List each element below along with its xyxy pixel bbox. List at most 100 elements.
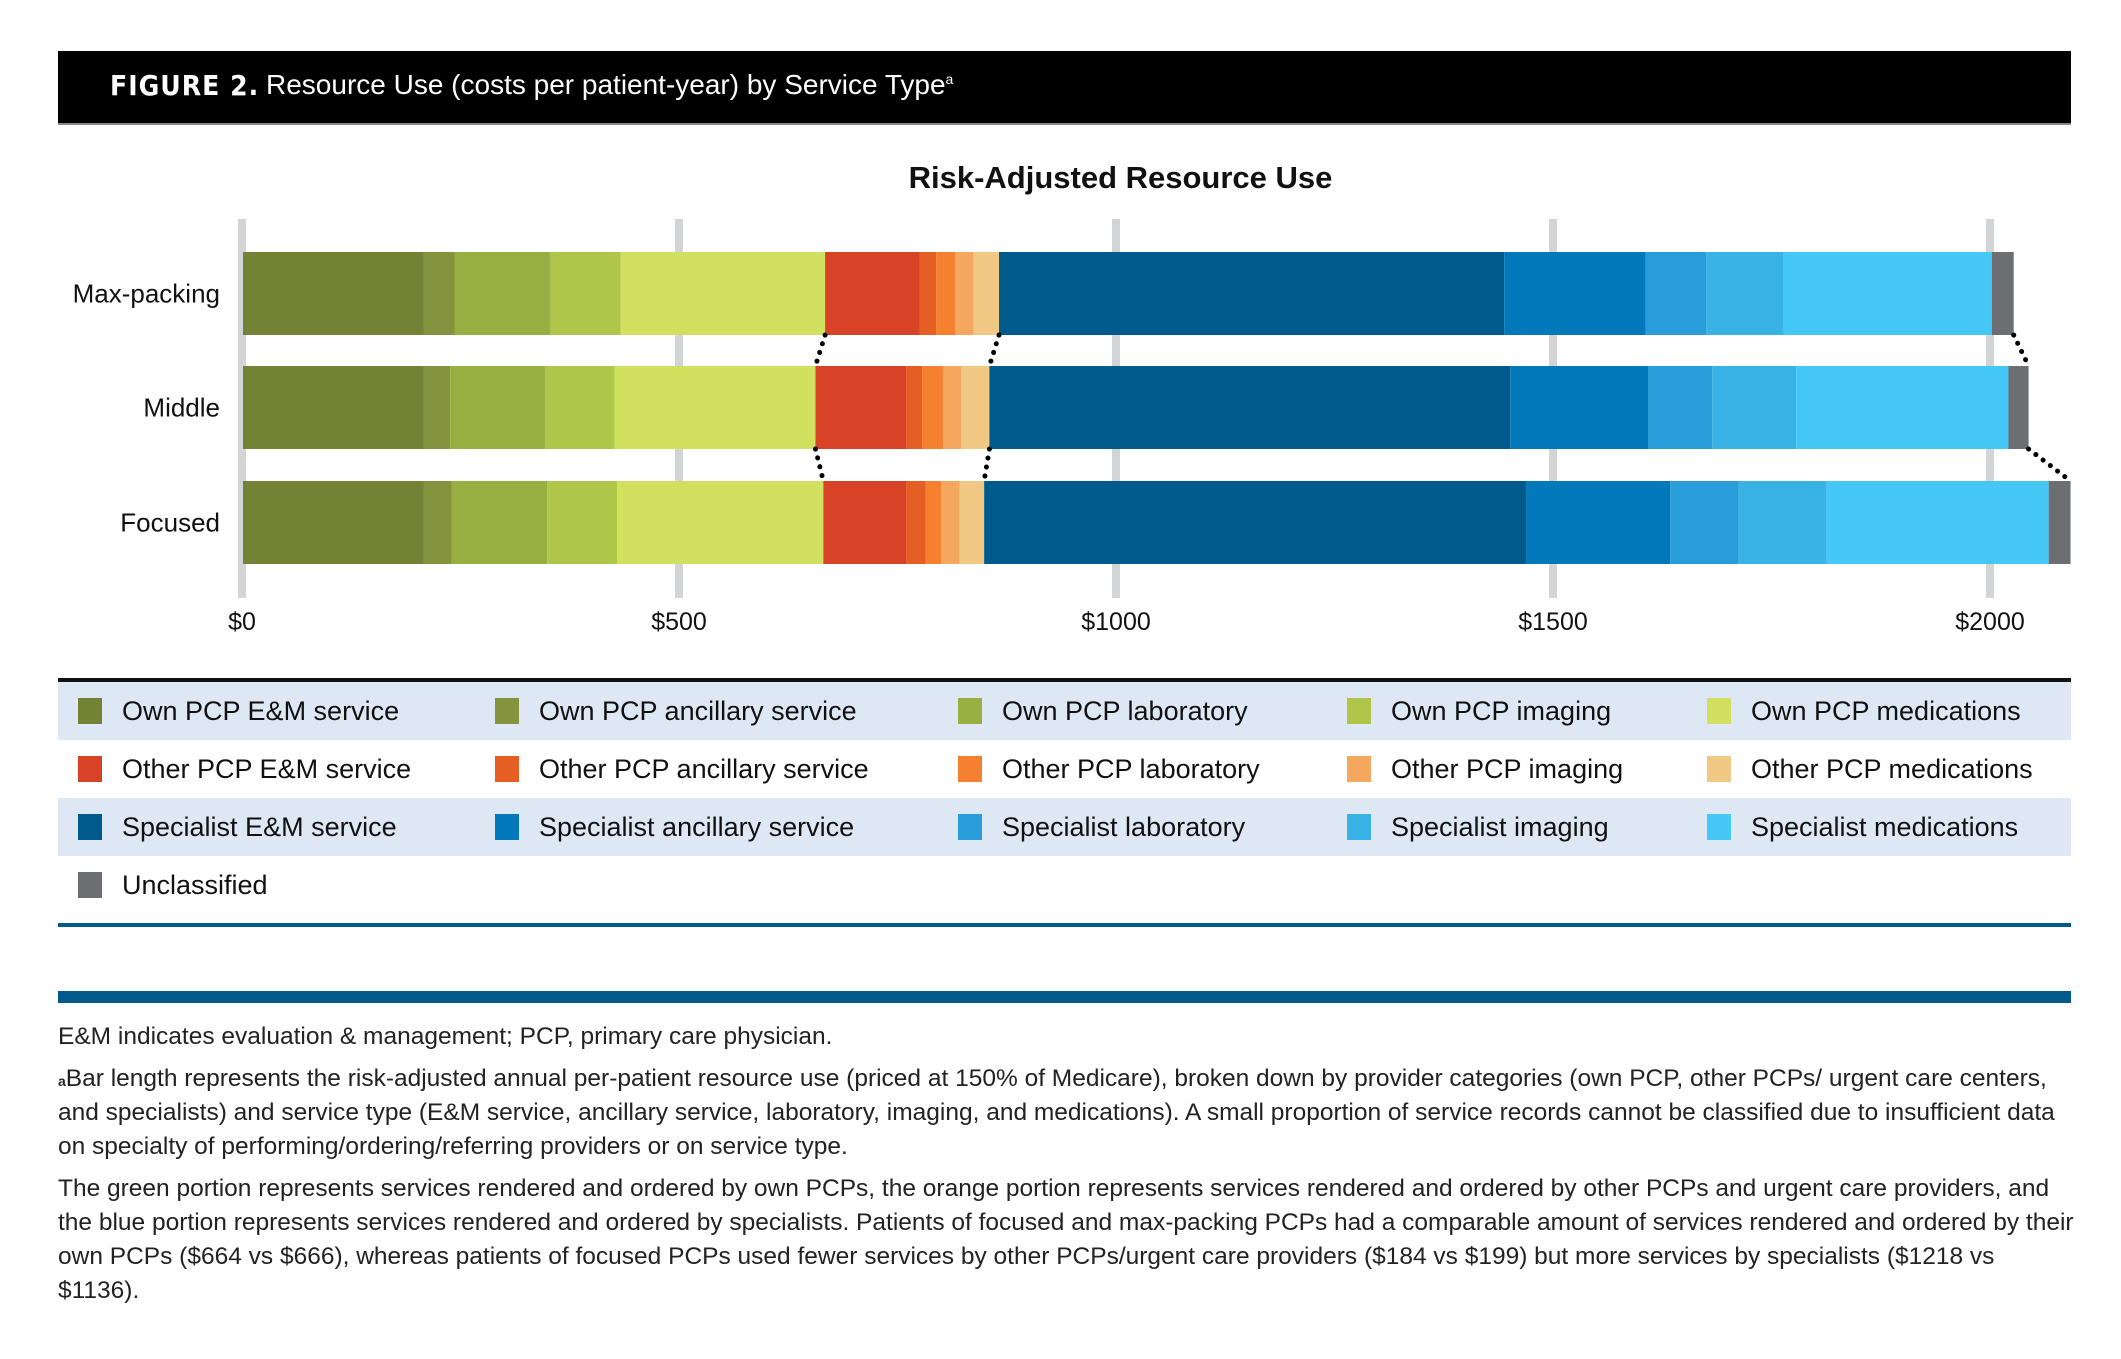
x-tick-label: $2000 [1955, 608, 2025, 636]
legend-item: Other PCP medications [1707, 740, 2033, 798]
bar-segment [423, 366, 451, 449]
legend-swatch [1707, 698, 1731, 724]
figure-caption: Resource Use (costs per patient-year) by… [266, 69, 953, 101]
bars [243, 252, 2071, 564]
bar-segment [451, 481, 548, 564]
bar-segment [1782, 252, 1992, 335]
legend-swatch [1707, 814, 1731, 840]
category-labels: Max-packing Middle Focused [73, 279, 220, 538]
legend-swatch [495, 698, 519, 724]
bar-segment [243, 366, 424, 449]
x-tick-label: $500 [651, 608, 707, 636]
legend-label: Specialist imaging [1391, 811, 1609, 842]
legend-item: Other PCP laboratory [958, 740, 1260, 798]
bar-segment [1991, 252, 2014, 335]
x-tick-labels: $0 $500 $1000 $1500 $2000 [228, 608, 2025, 636]
legend-item: Specialist imaging [1347, 798, 1609, 856]
bar-segment [906, 366, 923, 449]
bar-segment [919, 252, 937, 335]
legend-item: Other PCP imaging [1347, 740, 1623, 798]
bar-segment [1706, 252, 1783, 335]
category-label: Middle [143, 393, 220, 423]
bar-segment [1526, 481, 1671, 564]
bar-segment [1826, 481, 2049, 564]
x-tick-label: $1500 [1518, 608, 1588, 636]
figure-header: FIGURE 2. Resource Use (costs per patien… [58, 51, 2071, 125]
bar-segment [617, 481, 824, 564]
gridline [238, 219, 246, 598]
bar-segment [243, 252, 424, 335]
legend-item: Own PCP ancillary service [495, 682, 857, 740]
legend-label: Specialist medications [1751, 811, 2019, 842]
section-divider [58, 991, 2071, 1003]
bar-segment [959, 481, 985, 564]
legend-swatch [1707, 756, 1731, 782]
legend-swatch [1347, 698, 1371, 724]
bar-segment [1504, 252, 1646, 335]
bar-segment [943, 366, 962, 449]
legend-label: Specialist ancillary service [539, 811, 855, 842]
dotted-connector [2026, 446, 2074, 484]
legend-label: Specialist laboratory [1002, 811, 1246, 842]
legend-item: Specialist laboratory [958, 798, 1245, 856]
bar-segment [614, 366, 816, 449]
bar-segment [450, 366, 546, 449]
bar-segment [989, 366, 1511, 449]
dotted-connector [986, 332, 1002, 369]
legend-item: Own PCP imaging [1347, 682, 1611, 740]
bar-segment [620, 252, 826, 335]
dotted-connector [812, 446, 826, 484]
bar-segment [423, 252, 455, 335]
figure-notes: E&M indicates evaluation & management; P… [58, 1020, 2078, 1316]
category-label: Max-packing [73, 279, 220, 309]
legend-label: Own PCP imaging [1391, 695, 1612, 726]
bar-segment [823, 481, 907, 564]
legend-swatch [495, 756, 519, 782]
dotted-connector [812, 332, 828, 369]
figure-caption-text: Resource Use (costs per patient-year) by… [266, 69, 946, 100]
dotted-connector [981, 446, 992, 484]
bar-segment [906, 481, 926, 564]
bar-segment [1712, 366, 1797, 449]
legend-item: Own PCP laboratory [958, 682, 1248, 740]
legend-label: Own PCP medications [1751, 695, 2021, 726]
legend-label: Other PCP laboratory [1002, 753, 1260, 784]
legend-row: Own PCP E&M service Own PCP ancillary ser… [58, 682, 2071, 740]
bar-segment [999, 252, 1505, 335]
legend-item: Specialist medications [1707, 798, 2018, 856]
legend-label: Unclassified [122, 869, 268, 900]
legend-label: Own PCP laboratory [1002, 695, 1248, 726]
footnote-marker: a [58, 1073, 66, 1089]
legend-row: Specialist E&M service Specialist ancilla… [58, 798, 2071, 856]
bar-segment [545, 366, 615, 449]
legend-label: Other PCP imaging [1391, 753, 1624, 784]
legend-swatch [78, 698, 102, 724]
legend-label: Other PCP ancillary service [539, 753, 869, 784]
legend: Own PCP E&M service Own PCP ancillary ser… [58, 678, 2071, 927]
bar-segment [973, 252, 1000, 335]
bar-segment [423, 481, 452, 564]
summary-note: The green portion represents services re… [58, 1175, 2074, 1304]
abbreviation-note: E&M indicates evaluation & management; P… [58, 1023, 833, 1050]
legend-label: Own PCP ancillary service [539, 695, 857, 726]
bar-segment [922, 366, 944, 449]
legend-row: Unclassified [58, 856, 2071, 914]
legend-swatch [958, 698, 982, 724]
dotted-connector [2011, 332, 2032, 369]
footnote-text: Bar length represents the risk-adjusted … [58, 1065, 2055, 1160]
legend-item: Other PCP E&M service [78, 740, 411, 798]
legend-swatch [1347, 814, 1371, 840]
bar-segment [550, 252, 621, 335]
legend-label: Other PCP E&M service [122, 753, 412, 784]
legend-item: Own PCP medications [1707, 682, 2021, 740]
figure-label: FIGURE 2. [110, 69, 260, 102]
bar-segment [2048, 481, 2071, 564]
bar-segment [1670, 481, 1739, 564]
category-label: Focused [120, 508, 220, 538]
legend-swatch [78, 872, 102, 898]
legend-item: Own PCP E&M service [78, 682, 399, 740]
bar-segment [825, 252, 920, 335]
legend-item: Unclassified [78, 856, 268, 914]
legend-item: Specialist E&M service [78, 798, 397, 856]
bar-segment [961, 366, 990, 449]
